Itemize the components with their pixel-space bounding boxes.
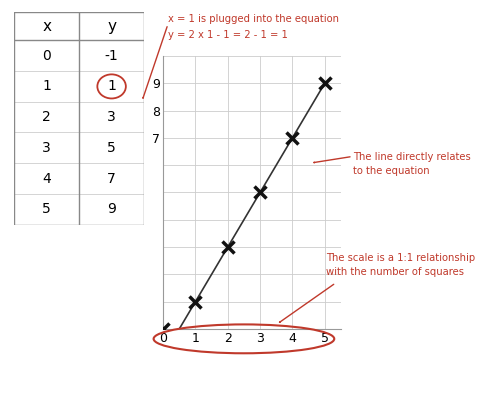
Text: The scale is a 1:1 relationship: The scale is a 1:1 relationship	[326, 253, 476, 263]
Text: 0: 0	[42, 49, 51, 63]
Text: 3: 3	[42, 141, 51, 155]
Text: -1: -1	[105, 49, 119, 63]
Text: x: x	[42, 19, 51, 34]
Text: 9: 9	[107, 202, 116, 216]
Text: 3: 3	[107, 110, 116, 124]
Text: y: y	[107, 19, 116, 34]
Text: 1: 1	[107, 79, 116, 93]
Text: 2: 2	[42, 110, 51, 124]
Text: 5: 5	[107, 141, 116, 155]
Text: 1: 1	[42, 79, 51, 93]
Text: 5: 5	[42, 202, 51, 216]
Text: 7: 7	[107, 172, 116, 186]
Text: with the number of squares: with the number of squares	[326, 267, 465, 277]
Text: 4: 4	[42, 172, 51, 186]
Text: x = 1 is plugged into the equation: x = 1 is plugged into the equation	[168, 14, 339, 24]
Text: y = 2 x 1 - 1 = 2 - 1 = 1: y = 2 x 1 - 1 = 2 - 1 = 1	[168, 30, 288, 40]
Text: The line directly relates: The line directly relates	[353, 152, 470, 162]
Text: to the equation: to the equation	[353, 166, 430, 176]
